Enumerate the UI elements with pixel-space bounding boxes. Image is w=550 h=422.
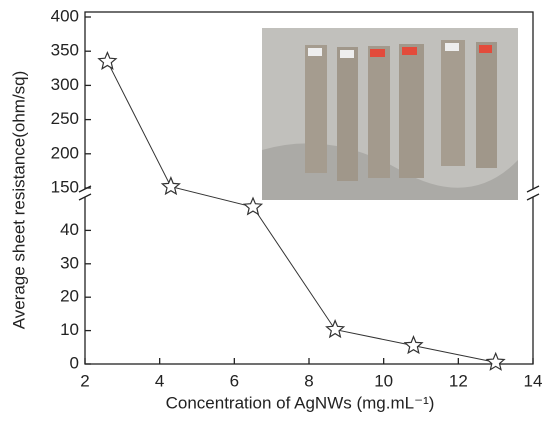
y-tick-label: 250 (51, 109, 79, 128)
y-tick-label: 300 (51, 75, 79, 94)
x-tick-label: 8 (304, 371, 313, 390)
y-tick-label: 40 (60, 220, 79, 239)
inset-photo (262, 28, 518, 200)
y-axis-label: Average sheet resistance(ohm/sq) (9, 71, 28, 330)
y-tick-label: 150 (51, 177, 79, 196)
y-tick-label: 400 (51, 6, 79, 25)
y-tick-label: 350 (51, 41, 79, 60)
x-tick-label: 6 (230, 371, 239, 390)
x-tick-label: 10 (374, 371, 393, 390)
data-line (106, 61, 496, 363)
x-tick-label: 4 (155, 371, 164, 390)
x-tick-label: 14 (524, 371, 543, 390)
star-marker (160, 176, 181, 196)
y-tick-label: 20 (60, 287, 79, 306)
x-axis-label: Concentration of AgNWs (mg.mL⁻¹) (166, 393, 435, 412)
star-marker (403, 335, 424, 355)
y-tick-label: 30 (60, 253, 79, 272)
star-marker (242, 196, 264, 216)
axis-break (78, 185, 540, 201)
star-marker (325, 319, 346, 339)
y-tick-label: 200 (51, 143, 79, 162)
y-tick-label: 10 (60, 320, 79, 339)
star-marker (485, 351, 506, 371)
x-tick-label: 12 (449, 371, 468, 390)
y-tick-label: 0 (70, 353, 79, 372)
star-marker (97, 50, 118, 70)
x-tick-label: 2 (80, 371, 89, 390)
